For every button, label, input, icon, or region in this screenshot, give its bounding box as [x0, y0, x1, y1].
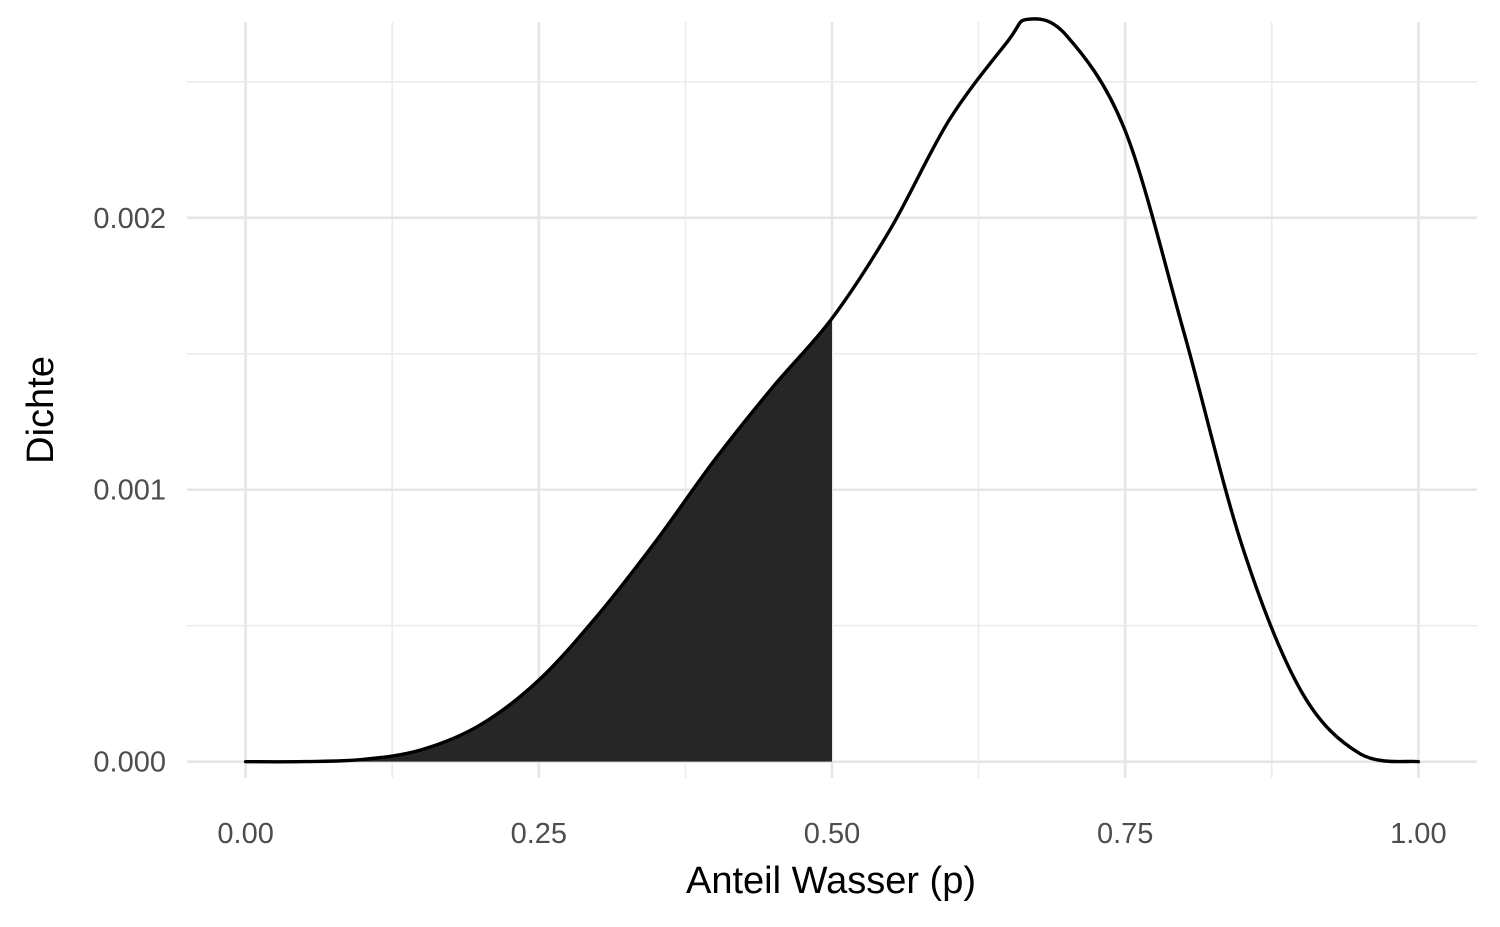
x-tick-label: 0.50	[804, 818, 860, 850]
x-axis-ticks: 0.00 0.25 0.50 0.75 1.00	[217, 818, 1446, 850]
shaded-probability-area	[245, 318, 833, 762]
y-axis-ticks: 0.000 0.001 0.002	[93, 203, 166, 779]
x-axis-title: Anteil Wasser (p)	[686, 860, 976, 902]
density-curve-layer	[243, 17, 1421, 764]
y-axis-title: Dichte	[20, 356, 62, 464]
y-tick-label: 0.001	[93, 475, 166, 507]
x-tick-label: 0.25	[511, 818, 567, 850]
y-tick-label: 0.002	[93, 203, 166, 235]
x-tick-label: 1.00	[1390, 818, 1446, 850]
x-tick-label: 0.00	[217, 818, 273, 850]
shaded-area-layer	[245, 318, 833, 762]
y-tick-label: 0.000	[93, 747, 166, 779]
x-tick-label: 0.75	[1097, 818, 1153, 850]
density-curve	[243, 17, 1421, 764]
